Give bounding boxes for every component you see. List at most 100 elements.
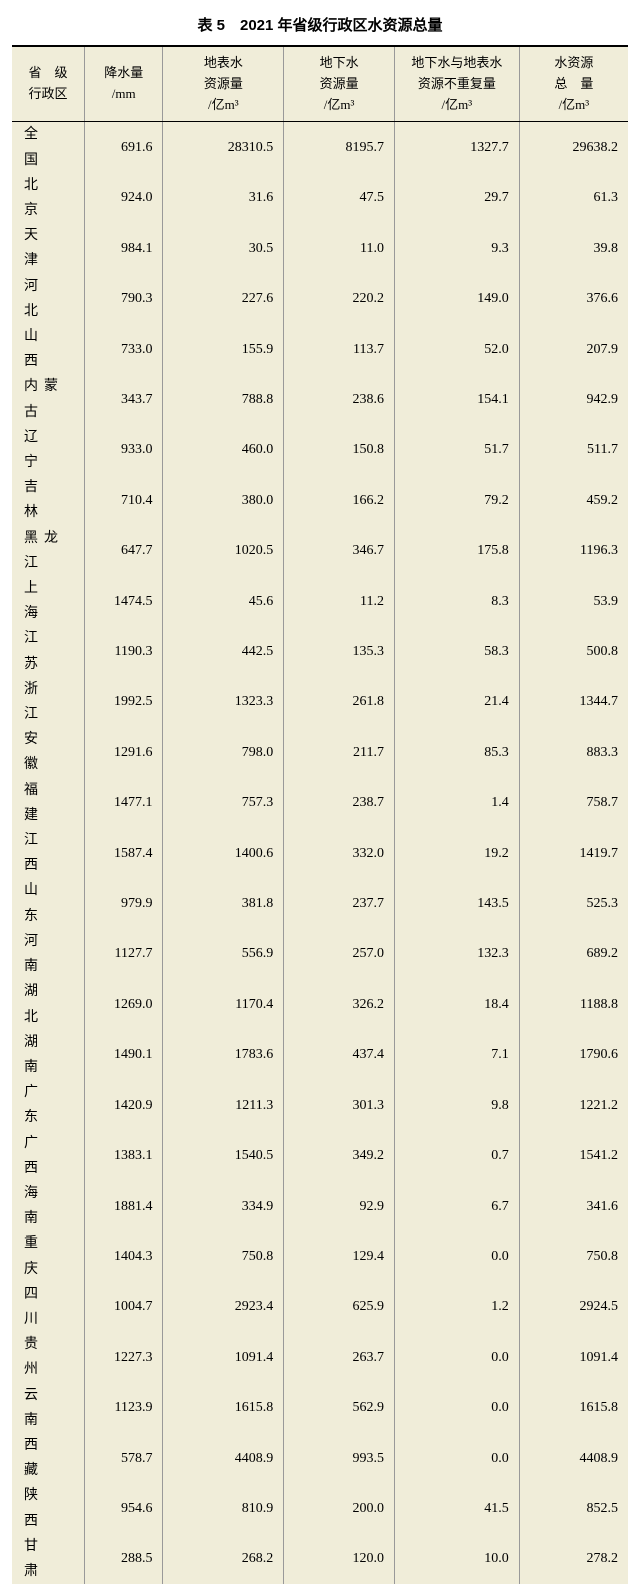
cell-total: 1196.3: [519, 526, 628, 576]
table-row: 福建1477.1757.3238.71.4758.7: [12, 778, 628, 828]
cell-precip: 933.0: [84, 425, 163, 475]
header-nondup-line2: 资源不重复量: [418, 76, 496, 91]
table-row: 上海1474.545.611.28.353.9: [12, 576, 628, 626]
cell-ground: 625.9: [284, 1282, 395, 1332]
region-text: 湖南: [24, 1035, 62, 1075]
cell-ground: 346.7: [284, 526, 395, 576]
region-text: 安徽: [24, 732, 62, 772]
cell-precip: 1004.7: [84, 1282, 163, 1332]
cell-nondup: 1.4: [394, 778, 519, 828]
header-nondup-unit: /亿m³: [442, 97, 473, 112]
table-row: 陕西954.6810.9200.041.5852.5: [12, 1483, 628, 1533]
cell-surface: 380.0: [163, 475, 284, 525]
region-text: 河北: [24, 279, 62, 319]
cell-precip: 1291.6: [84, 727, 163, 777]
region-text: 甘肃: [24, 1539, 62, 1579]
region-text: 湖北: [24, 984, 62, 1024]
table-row: 山东979.9381.8237.7143.5525.3: [12, 878, 628, 928]
cell-region: 陕西: [12, 1483, 84, 1533]
cell-region: 西藏: [12, 1433, 84, 1483]
cell-region: 吉林: [12, 475, 84, 525]
cell-surface: 1091.4: [163, 1332, 284, 1382]
cell-surface: 31.6: [163, 173, 284, 223]
cell-nondup: 85.3: [394, 727, 519, 777]
cell-nondup: 29.7: [394, 173, 519, 223]
cell-surface: 1783.6: [163, 1030, 284, 1080]
cell-total: 341.6: [519, 1181, 628, 1231]
cell-surface: 1211.3: [163, 1080, 284, 1130]
cell-region: 内蒙古: [12, 374, 84, 424]
table-row: 北京924.031.647.529.761.3: [12, 173, 628, 223]
region-text: 浙江: [24, 682, 62, 722]
table-row: 湖南1490.11783.6437.47.11790.6: [12, 1030, 628, 1080]
cell-region: 上海: [12, 576, 84, 626]
cell-total: 4408.9: [519, 1433, 628, 1483]
cell-region: 安徽: [12, 727, 84, 777]
cell-precip: 1227.3: [84, 1332, 163, 1382]
cell-precip: 1474.5: [84, 576, 163, 626]
cell-nondup: 7.1: [394, 1030, 519, 1080]
cell-precip: 954.6: [84, 1483, 163, 1533]
header-total-line1: 水资源: [554, 55, 593, 70]
cell-total: 758.7: [519, 778, 628, 828]
region-text: 上海: [24, 581, 62, 621]
cell-surface: 155.9: [163, 324, 284, 374]
table-row: 西藏578.74408.9993.50.04408.9: [12, 1433, 628, 1483]
cell-total: 1790.6: [519, 1030, 628, 1080]
cell-total: 207.9: [519, 324, 628, 374]
table-row: 湖北1269.01170.4326.218.41188.8: [12, 979, 628, 1029]
cell-total: 459.2: [519, 475, 628, 525]
cell-precip: 1127.7: [84, 929, 163, 979]
cell-precip: 1587.4: [84, 828, 163, 878]
header-surface-unit: /亿m³: [208, 97, 239, 112]
water-resources-table: 省 级 行政区 降水量 /mm 地表水 资源量 /亿m³ 地下水 资源量 /亿m…: [12, 45, 628, 1584]
cell-region: 江西: [12, 828, 84, 878]
cell-surface: 1540.5: [163, 1131, 284, 1181]
cell-region: 山西: [12, 324, 84, 374]
cell-nondup: 1.2: [394, 1282, 519, 1332]
cell-total: 1615.8: [519, 1383, 628, 1433]
cell-surface: 460.0: [163, 425, 284, 475]
cell-nondup: 0.0: [394, 1332, 519, 1382]
table-row: 天津984.130.511.09.339.8: [12, 223, 628, 273]
cell-ground: 993.5: [284, 1433, 395, 1483]
cell-surface: 442.5: [163, 626, 284, 676]
cell-total: 376.6: [519, 274, 628, 324]
region-text: 西藏: [24, 1438, 62, 1478]
header-precip: 降水量 /mm: [84, 46, 163, 122]
table-row: 内蒙古343.7788.8238.6154.1942.9: [12, 374, 628, 424]
cell-nondup: 0.7: [394, 1131, 519, 1181]
cell-surface: 757.3: [163, 778, 284, 828]
cell-ground: 211.7: [284, 727, 395, 777]
header-total-unit: /亿m³: [559, 97, 590, 112]
cell-nondup: 0.0: [394, 1383, 519, 1433]
cell-region: 山东: [12, 878, 84, 928]
cell-nondup: 6.7: [394, 1181, 519, 1231]
cell-region: 四川: [12, 1282, 84, 1332]
cell-precip: 288.5: [84, 1534, 163, 1584]
header-ground: 地下水 资源量 /亿m³: [284, 46, 395, 122]
table-row: 贵州1227.31091.4263.70.01091.4: [12, 1332, 628, 1382]
cell-region: 云南: [12, 1383, 84, 1433]
cell-region: 海南: [12, 1181, 84, 1231]
cell-total: 53.9: [519, 576, 628, 626]
cell-total: 689.2: [519, 929, 628, 979]
region-text: 内蒙古: [24, 379, 64, 419]
cell-precip: 733.0: [84, 324, 163, 374]
cell-surface: 1020.5: [163, 526, 284, 576]
cell-nondup: 8.3: [394, 576, 519, 626]
cell-ground: 562.9: [284, 1383, 395, 1433]
cell-ground: 120.0: [284, 1534, 395, 1584]
cell-ground: 238.6: [284, 374, 395, 424]
cell-ground: 11.0: [284, 223, 395, 273]
cell-precip: 1269.0: [84, 979, 163, 1029]
cell-precip: 1404.3: [84, 1231, 163, 1281]
cell-nondup: 0.0: [394, 1231, 519, 1281]
cell-surface: 227.6: [163, 274, 284, 324]
cell-ground: 8195.7: [284, 122, 395, 173]
cell-region: 广东: [12, 1080, 84, 1130]
cell-nondup: 58.3: [394, 626, 519, 676]
cell-surface: 810.9: [163, 1483, 284, 1533]
cell-total: 1541.2: [519, 1131, 628, 1181]
cell-total: 61.3: [519, 173, 628, 223]
